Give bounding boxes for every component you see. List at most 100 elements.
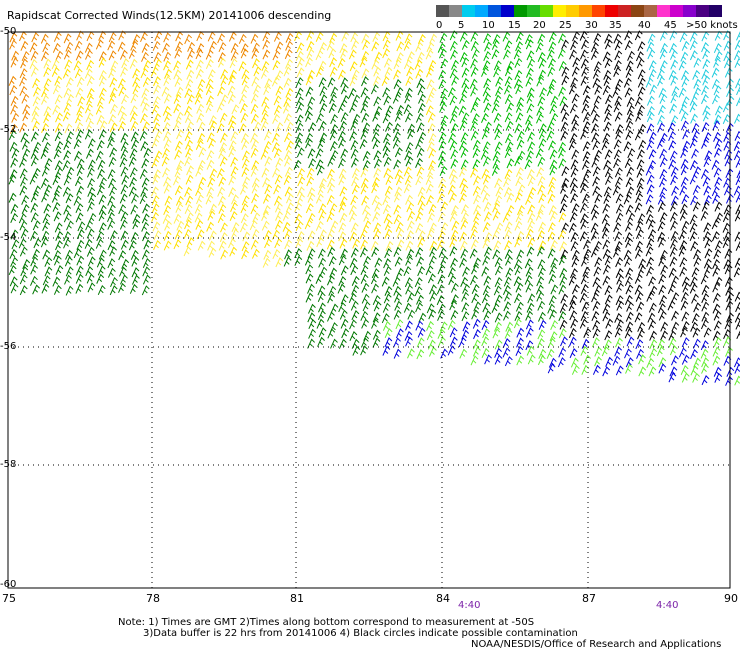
- wind-barb: [173, 175, 181, 186]
- wind-barb: [86, 31, 95, 42]
- wind-barb: [429, 284, 437, 295]
- wind-barb: [339, 309, 348, 320]
- wind-barb: [142, 76, 151, 87]
- wind-barb: [427, 339, 436, 350]
- wind-barb: [120, 274, 128, 285]
- wind-barb: [318, 257, 327, 268]
- wind-barb: [659, 294, 667, 305]
- wind-barb: [724, 248, 733, 259]
- wind-barb: [646, 95, 655, 106]
- wind-barb: [8, 192, 17, 203]
- wind-barb: [571, 249, 580, 260]
- wind-barb: [20, 40, 29, 51]
- wind-barb: [689, 230, 698, 242]
- wind-barb: [713, 131, 721, 142]
- wind-barb: [482, 221, 491, 232]
- wind-barb: [689, 283, 698, 294]
- wind-barb: [715, 212, 723, 223]
- wind-barb: [272, 229, 280, 240]
- wind-barb: [472, 318, 481, 329]
- wind-barb: [392, 276, 401, 287]
- wind-barb: [503, 176, 511, 188]
- wind-barb: [527, 204, 536, 215]
- wind-barb: [470, 102, 479, 113]
- wind-barb: [41, 283, 50, 294]
- wind-barb: [514, 220, 523, 231]
- wind-barb: [725, 375, 733, 386]
- wind-barb: [725, 346, 733, 357]
- wind-barb: [129, 177, 137, 188]
- wind-barb: [671, 321, 680, 332]
- wind-barb: [702, 111, 711, 122]
- wind-barb: [52, 104, 61, 115]
- wind-barb: [337, 57, 346, 68]
- wind-barb: [572, 57, 581, 68]
- wind-barb: [8, 174, 17, 185]
- wind-barb: [130, 93, 139, 104]
- longitude-label: 84: [436, 592, 450, 605]
- wind-barb: [582, 85, 591, 96]
- wind-barb: [692, 338, 701, 349]
- wind-barb: [614, 240, 623, 251]
- wind-barb: [428, 133, 437, 144]
- wind-barb: [680, 111, 689, 122]
- wind-barb: [514, 156, 523, 167]
- wind-barb: [351, 184, 360, 195]
- wind-barb: [76, 165, 85, 176]
- wind-barb: [448, 168, 457, 179]
- wind-barb: [338, 175, 347, 186]
- wind-barb: [659, 186, 668, 198]
- wind-barb: [30, 50, 39, 61]
- wind-barb: [307, 312, 316, 323]
- wind-barb: [130, 131, 139, 142]
- wind-barb: [612, 185, 621, 196]
- wind-barb: [74, 68, 83, 79]
- wind-barb: [592, 77, 601, 88]
- wind-barb: [504, 84, 512, 95]
- wind-barb: [649, 339, 658, 350]
- wind-barb: [636, 58, 645, 69]
- wind-barb: [691, 313, 700, 324]
- wind-barb: [591, 42, 599, 53]
- legend-color-bar: [436, 5, 722, 17]
- wind-barb: [548, 58, 556, 69]
- wind-barb: [326, 40, 335, 51]
- wind-barb: [42, 213, 51, 224]
- wind-barb: [326, 275, 335, 286]
- wind-barb: [187, 41, 195, 52]
- wind-barb: [206, 95, 214, 106]
- wind-barb: [384, 248, 393, 259]
- wind-barb: [547, 66, 556, 77]
- wind-barb: [173, 213, 182, 224]
- wind-barb: [513, 78, 522, 89]
- wind-barb: [338, 138, 346, 149]
- longitude-label: 75: [2, 592, 16, 605]
- wind-barb: [294, 255, 303, 266]
- wind-barb: [371, 41, 380, 52]
- wind-barb: [549, 210, 558, 221]
- wind-barb: [229, 69, 237, 80]
- wind-barb: [43, 106, 52, 117]
- wind-barb: [483, 50, 492, 62]
- wind-barb: [602, 84, 611, 96]
- wind-barb: [98, 76, 107, 87]
- wind-barb: [228, 31, 237, 42]
- wind-barb: [525, 76, 534, 87]
- wind-barb: [173, 69, 182, 80]
- wind-barb: [262, 31, 271, 42]
- wind-barb: [32, 77, 40, 89]
- wind-barb: [560, 193, 569, 204]
- legend-swatch: [436, 5, 449, 17]
- wind-barb: [537, 156, 546, 167]
- wind-barb: [88, 193, 97, 204]
- wind-barb: [418, 312, 427, 323]
- wind-barb: [649, 84, 658, 95]
- wind-barb: [590, 230, 599, 241]
- wind-barb: [405, 112, 413, 123]
- wind-barb: [517, 184, 526, 195]
- wind-barb: [395, 175, 404, 186]
- wind-barb: [151, 203, 160, 214]
- wind-barb: [360, 177, 369, 188]
- wind-barb: [75, 121, 84, 133]
- wind-barb: [317, 309, 326, 321]
